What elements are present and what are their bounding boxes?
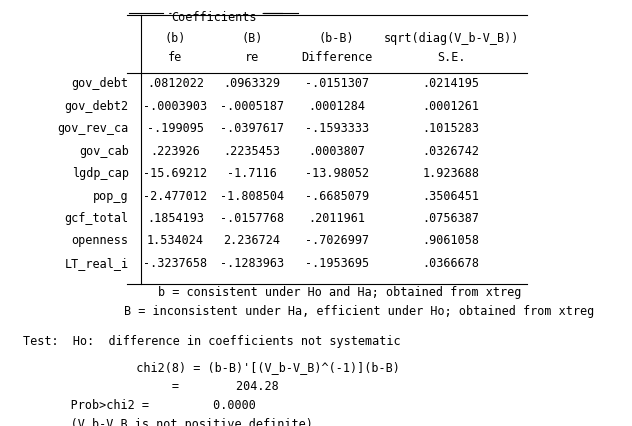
Text: chi2(8) = (b-B)'[(V_b-V_B)^(-1)](b-B): chi2(8) = (b-B)'[(V_b-V_B)^(-1)](b-B) (65, 361, 400, 374)
Text: .1854193: .1854193 (147, 212, 204, 225)
Text: -.0151307: -.0151307 (305, 77, 368, 90)
Text: fe: fe (168, 52, 183, 64)
Text: Prob>chi2 =         0.0000: Prob>chi2 = 0.0000 (35, 399, 256, 412)
Text: .0001284: .0001284 (308, 100, 365, 113)
Text: -.0005187: -.0005187 (220, 100, 284, 113)
Text: -.3237658: -.3237658 (143, 257, 207, 270)
Text: gcf_total: gcf_total (64, 212, 129, 225)
Text: .0812022: .0812022 (147, 77, 204, 90)
Text: .0003807: .0003807 (308, 145, 365, 158)
Text: .9061058: .9061058 (423, 234, 480, 248)
Text: Test:  Ho:  difference in coefficients not systematic: Test: Ho: difference in coefficients not… (23, 335, 400, 348)
Text: .223926: .223926 (150, 145, 200, 158)
Text: LT_real_i: LT_real_i (64, 257, 129, 270)
Text: -.199095: -.199095 (147, 122, 204, 135)
Text: B = inconsistent under Ha, efficient under Ho; obtained from xtreg: B = inconsistent under Ha, efficient und… (125, 305, 595, 318)
Text: -2.477012: -2.477012 (143, 190, 207, 202)
Text: .0326742: .0326742 (423, 145, 480, 158)
Text: -.1593333: -.1593333 (305, 122, 368, 135)
Text: -.6685079: -.6685079 (305, 190, 368, 202)
Text: .0214195: .0214195 (423, 77, 480, 90)
Text: .0001261: .0001261 (423, 100, 480, 113)
Text: -1.7116: -1.7116 (227, 167, 277, 180)
Text: .1015283: .1015283 (423, 122, 480, 135)
Text: gov_debt2: gov_debt2 (64, 100, 129, 113)
Text: (b-B): (b-B) (319, 32, 355, 46)
Text: -.1953695: -.1953695 (305, 257, 368, 270)
Text: b = consistent under Ho and Ha; obtained from xtreg: b = consistent under Ho and Ha; obtained… (159, 286, 522, 299)
Text: -.0003903: -.0003903 (143, 100, 207, 113)
Text: .3506451: .3506451 (423, 190, 480, 202)
Text: Coefficients: Coefficients (171, 11, 257, 24)
Text: =        204.28: = 204.28 (65, 380, 279, 393)
Text: S.E.: S.E. (437, 52, 465, 64)
Text: Difference: Difference (301, 52, 372, 64)
Text: -.0397617: -.0397617 (220, 122, 284, 135)
Text: pop_g: pop_g (93, 190, 129, 202)
Text: (b): (b) (165, 32, 186, 46)
Text: gov_rev_ca: gov_rev_ca (58, 122, 129, 135)
Text: .0963329: .0963329 (223, 77, 280, 90)
Text: -.0157768: -.0157768 (220, 212, 284, 225)
Text: sqrt(diag(V_b-V_B)): sqrt(diag(V_b-V_B)) (384, 32, 519, 46)
Text: gov_cab: gov_cab (79, 145, 129, 158)
Text: -.1283963: -.1283963 (220, 257, 284, 270)
Text: 2.236724: 2.236724 (223, 234, 280, 248)
Text: 1.923688: 1.923688 (423, 167, 480, 180)
Text: lgdp_cap: lgdp_cap (71, 167, 129, 180)
Text: (V_b-V_B is not positive definite): (V_b-V_B is not positive definite) (35, 418, 313, 426)
Text: .0366678: .0366678 (423, 257, 480, 270)
Text: -13.98052: -13.98052 (305, 167, 368, 180)
Text: gov_debt: gov_debt (71, 77, 129, 90)
Text: (B): (B) (241, 32, 262, 46)
Text: re: re (245, 52, 259, 64)
Text: -.7026997: -.7026997 (305, 234, 368, 248)
Text: -1.808504: -1.808504 (220, 190, 284, 202)
Text: .0756387: .0756387 (423, 212, 480, 225)
Text: .2011961: .2011961 (308, 212, 365, 225)
Text: -15.69212: -15.69212 (143, 167, 207, 180)
Text: openness: openness (71, 234, 129, 248)
Text: .2235453: .2235453 (223, 145, 280, 158)
Text: 1.534024: 1.534024 (147, 234, 204, 248)
